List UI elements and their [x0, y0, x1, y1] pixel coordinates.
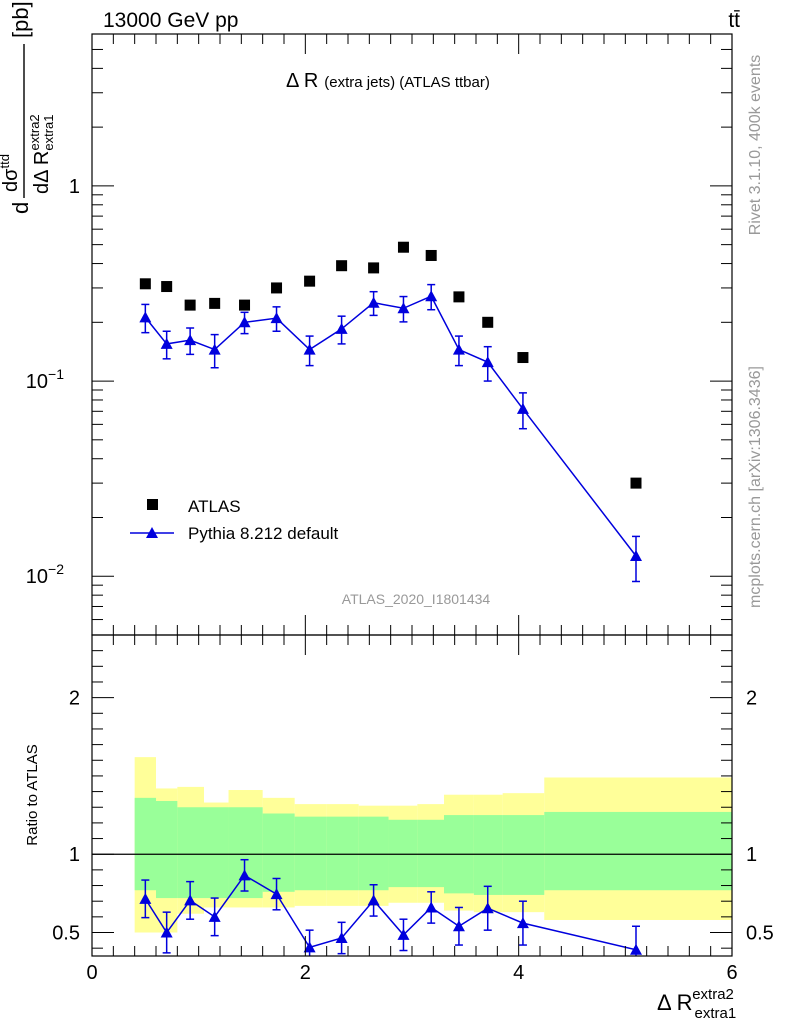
- legend: ATLAS Pythia 8.212 default: [130, 497, 339, 543]
- ratio-point: [452, 920, 465, 932]
- ratio-point: [516, 917, 529, 929]
- ratio-band-inner: [228, 807, 263, 899]
- mc-point: [335, 322, 348, 334]
- upper-ytick-label: 1: [69, 176, 80, 198]
- mc-point: [208, 343, 221, 355]
- side-label-bottom: mcplots.cern.ch [arXiv:1306.3436]: [747, 366, 764, 608]
- atlas-point: [482, 316, 494, 328]
- ratio-point: [139, 892, 152, 904]
- atlas-point: [336, 260, 348, 272]
- upper-ytick-exponent: −2: [48, 561, 64, 577]
- mc-point: [425, 290, 438, 302]
- lower-ytick-label-right: 2: [746, 688, 757, 710]
- upper-ytick-label: 10−2: [26, 561, 64, 588]
- atlas-point: [161, 281, 173, 293]
- ylabel-unit: [pb]: [8, 1, 33, 38]
- ylabel-denominator: dΔ Rextra1extra2: [27, 114, 56, 194]
- xtick-label: 2: [300, 962, 311, 984]
- ratio-point: [270, 888, 283, 900]
- mc-point: [184, 334, 197, 346]
- ratio-band-inner: [156, 800, 178, 899]
- ratio-band-inner: [388, 819, 418, 888]
- ratio-point: [397, 928, 410, 940]
- atlas-point: [517, 352, 529, 364]
- process-label: tt̄: [728, 9, 740, 32]
- ratio-point: [238, 869, 251, 881]
- mc-point: [452, 343, 465, 355]
- atlas-point: [139, 278, 151, 290]
- mc-point: [238, 316, 251, 328]
- mc-point: [630, 549, 642, 561]
- atlas-point: [630, 477, 642, 489]
- xtick-label: 6: [726, 962, 737, 984]
- atlas-point: [209, 297, 221, 309]
- ratio-point: [335, 931, 348, 943]
- ratio-band-inner: [204, 807, 229, 899]
- upper-ylabel: d dσttd dΔ Rextra1extra2 [pb]: [0, 1, 56, 214]
- ratio-ylabel: Ratio to ATLAS: [24, 744, 41, 845]
- ratio-band-inner: [358, 816, 389, 891]
- ratio-band-inner: [417, 819, 444, 888]
- ratio-point: [367, 894, 380, 906]
- ratio-band-inner: [502, 815, 545, 895]
- atlas-point: [184, 299, 196, 311]
- xtick-label: 4: [513, 962, 524, 984]
- atlas-point: [271, 282, 283, 294]
- upper-panel: 10−2 10−1 1: [26, 33, 733, 636]
- mc-point: [481, 356, 494, 368]
- chart-title-main: Δ R: [286, 70, 318, 92]
- ratio-point: [481, 902, 494, 914]
- ratio-band-inner: [326, 816, 359, 891]
- legend-atlas-label: ATLAS: [188, 497, 241, 516]
- legend-mc-marker: [146, 527, 158, 538]
- lower-ytick-label-left: 1: [69, 844, 80, 866]
- mc-point: [397, 302, 410, 314]
- chart-title-extra: (extra jets) (ATLAS ttbar): [324, 74, 490, 91]
- mc-point: [367, 296, 380, 308]
- chart-title: Δ R (extra jets) (ATLAS ttbar): [286, 70, 490, 92]
- legend-mc-label: Pythia 8.212 default: [188, 524, 339, 543]
- lower-ytick-label-left: 2: [69, 688, 80, 710]
- mc-line: [144, 295, 637, 557]
- mc-point: [516, 402, 529, 414]
- ylabel-numerator: dσttd: [0, 154, 22, 192]
- ylabel-d: d: [8, 202, 33, 214]
- atlas-point: [368, 262, 380, 274]
- ratio-band-inner: [294, 816, 327, 891]
- lower-panel: 0.5 0.5 1 1 2 2 0 2 4 6: [52, 634, 774, 984]
- ratio-point: [184, 894, 197, 906]
- atlas-point: [453, 291, 465, 303]
- xtick-label: 0: [86, 962, 97, 984]
- energy-label: 13000 GeV pp: [103, 9, 238, 32]
- lower-frame: [91, 634, 733, 957]
- ratio-band-inner: [134, 797, 156, 891]
- lower-ytick-label-left: 0.5: [52, 923, 80, 945]
- side-label-top: Rivet 3.1.10, 400k events: [747, 55, 764, 236]
- ratio-point: [303, 941, 316, 953]
- ratio-band-inner: [262, 813, 295, 892]
- ratio-band-inner: [544, 811, 732, 891]
- ratio-point: [208, 910, 221, 922]
- mc-point: [160, 337, 173, 349]
- mc-point: [270, 312, 283, 324]
- atlas-point: [397, 241, 409, 253]
- ratio-band-inner: [473, 815, 503, 895]
- ratio-point: [160, 926, 173, 938]
- upper-ytick-label: 10−1: [26, 366, 64, 393]
- ratio-point: [630, 943, 642, 955]
- atlas-point: [239, 299, 251, 311]
- mc-point: [139, 311, 152, 323]
- lower-ytick-label-right: 1: [746, 844, 757, 866]
- mc-point: [303, 343, 316, 355]
- legend-atlas-marker: [147, 499, 158, 510]
- lower-ytick-label-right: 0.5: [746, 923, 774, 945]
- ratio-point: [425, 901, 438, 913]
- atlas-point: [304, 275, 316, 287]
- analysis-id: ATLAS_2020_I1801434: [342, 591, 491, 607]
- upper-ytick-exponent: −1: [48, 366, 64, 382]
- atlas-point: [425, 249, 437, 261]
